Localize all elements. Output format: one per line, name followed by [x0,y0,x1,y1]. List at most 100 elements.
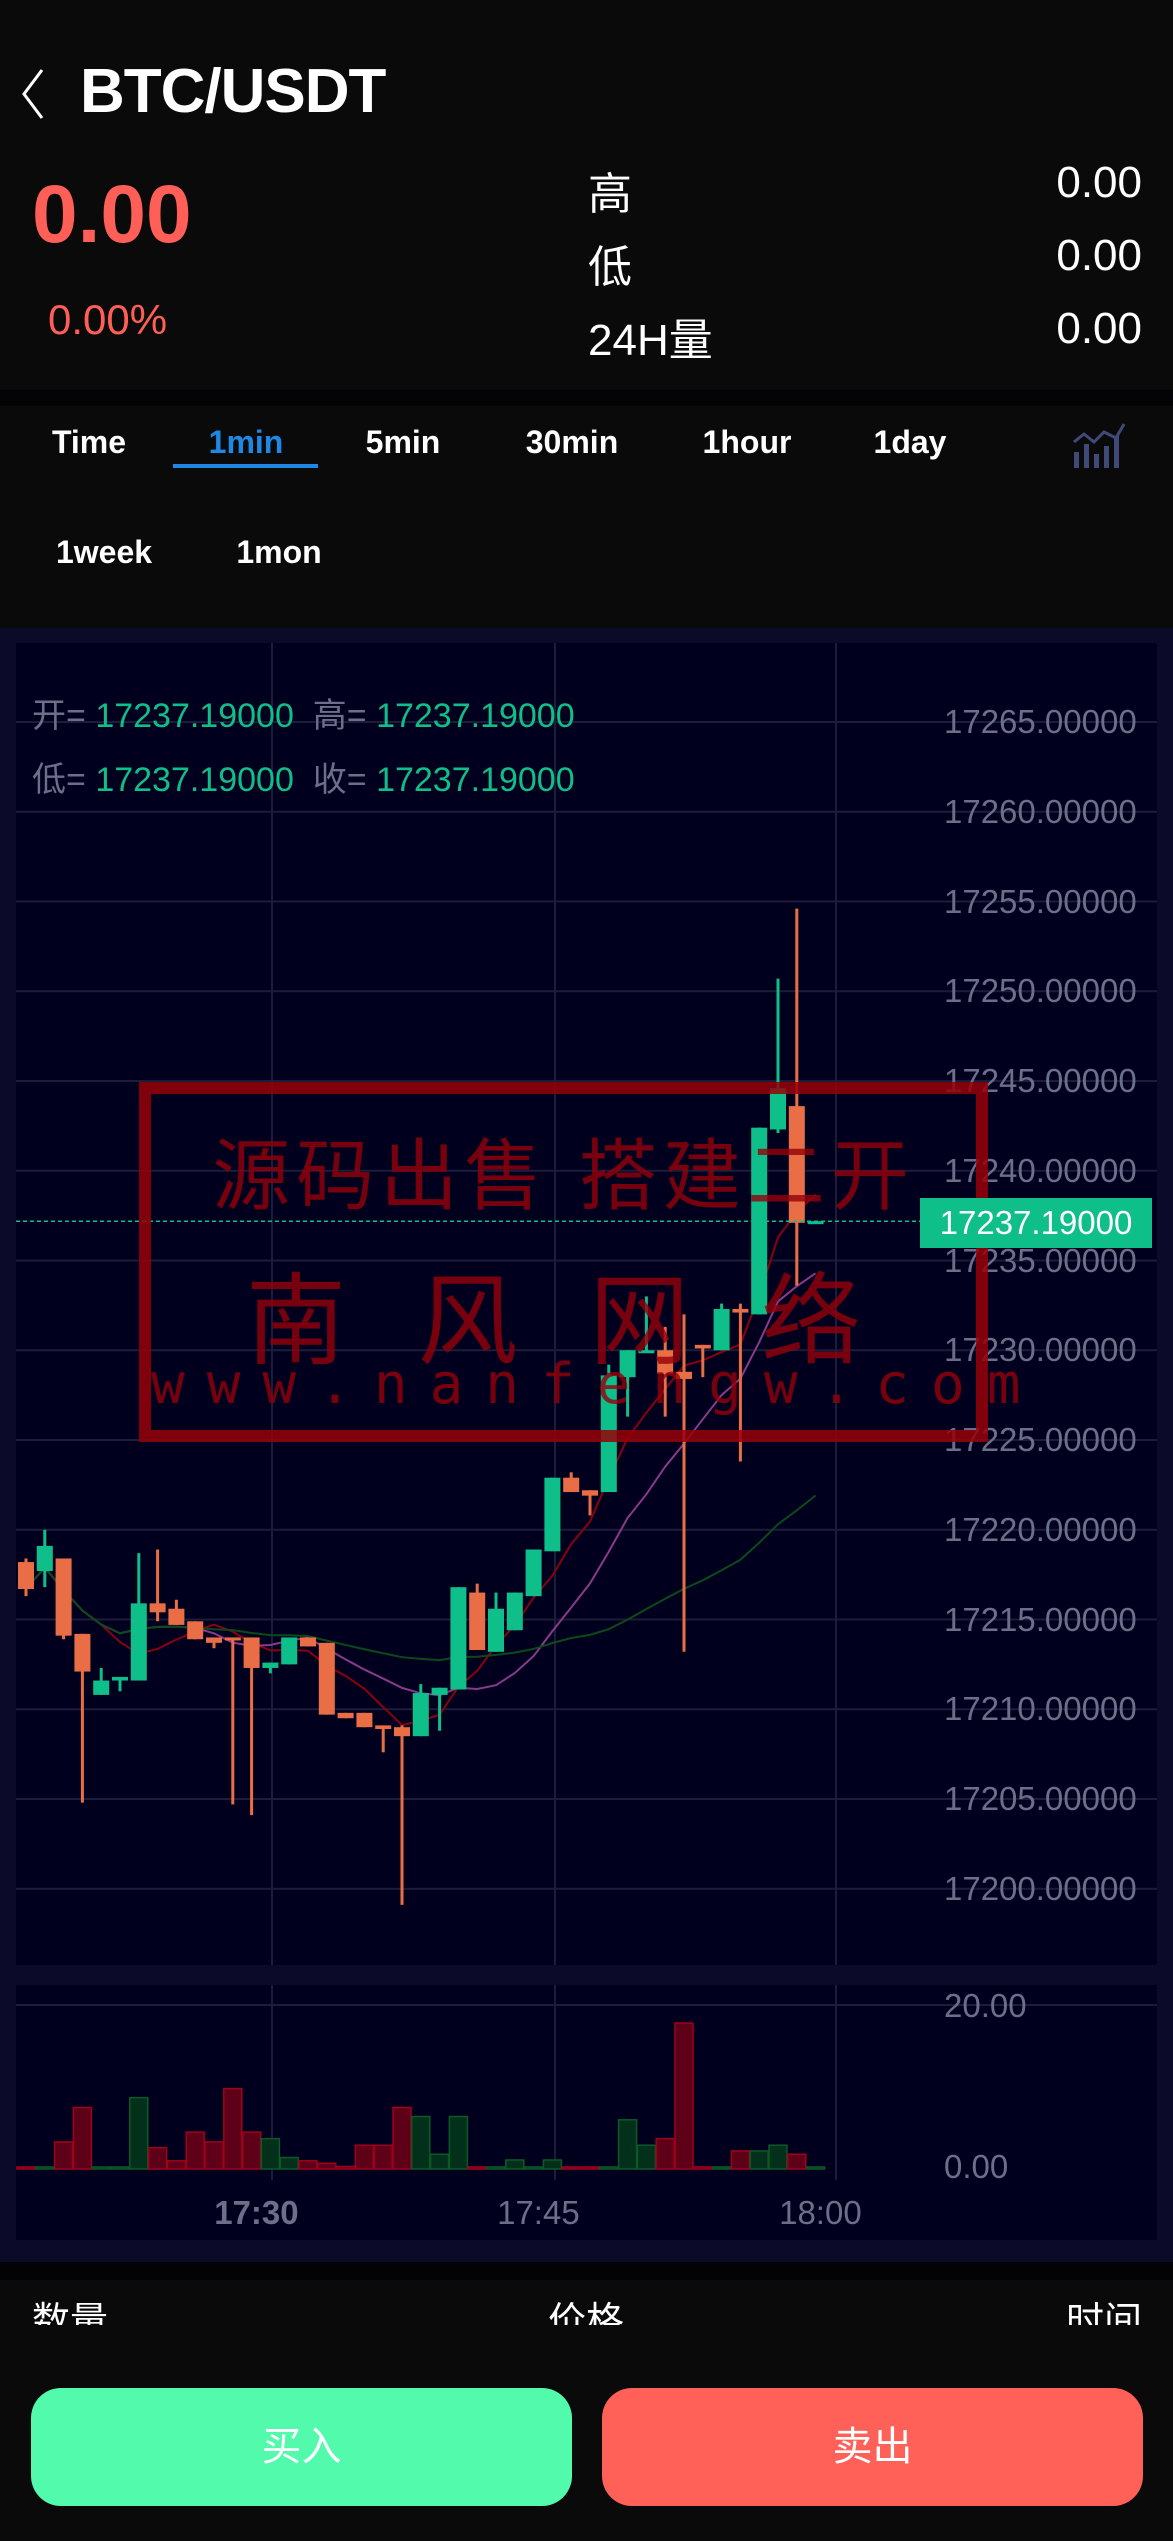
price-axis-label: 17245.00000 [944,1062,1137,1099]
volume-bar [185,2131,205,2170]
candle-body [337,1712,354,1719]
candle-body [600,1375,617,1493]
indicator-button[interactable] [1072,422,1128,473]
candle-body [638,1350,655,1354]
open-value: 17237.19000 [95,697,294,735]
volume-bar [599,2166,619,2170]
candle-body [469,1592,486,1651]
volume-bar [805,2166,826,2170]
chart-indicator-icon [1073,423,1126,468]
candle-body [544,1477,561,1552]
candle-body [694,1344,711,1349]
candle-body [582,1490,598,1496]
interval-tabs [0,406,1173,628]
volume-bar [317,2162,337,2170]
volume-bar [392,2106,412,2170]
candle-body [55,1558,72,1636]
volume-bar [429,2153,450,2170]
high-label: 高 [588,170,632,219]
volume-bar [147,2146,168,2170]
candle-body [506,1592,523,1631]
candle-body [770,1088,786,1130]
close-value: 17237.19000 [376,761,575,799]
candle-body [243,1637,260,1668]
volume-bar [335,2165,356,2170]
tab-1mon[interactable]: 1mon [236,534,322,570]
price-axis-label: 17225.00000 [944,1421,1137,1458]
tab-1week[interactable]: 1week [55,534,153,570]
volume-bar [711,2166,732,2170]
volume-bar [260,2137,281,2170]
volume-bar [693,2166,713,2170]
back-button[interactable] [10,62,60,122]
price-axis-label: 17260.00000 [944,792,1137,830]
candle-body [149,1603,166,1613]
candle-body [74,1633,91,1672]
candle-body [36,1545,53,1572]
candle-body [130,1603,147,1681]
change-percent: 0.00% [48,296,168,343]
candle-body [732,1308,749,1313]
volume-bar [580,2166,600,2170]
tab-1min[interactable]: 1min [208,424,284,460]
low-label: 低 [588,243,632,292]
volume-bar [204,2141,224,2170]
chevron-left-icon [22,69,44,119]
candle-body [300,1637,316,1647]
candle-body [488,1608,504,1652]
tab-1hour[interactable]: 1hour [702,424,792,460]
candle-body [18,1562,34,1589]
volume-bar [279,2156,299,2170]
candle-body [788,1106,805,1223]
volume-bar [787,2153,807,2170]
volume-bar [223,2087,243,2170]
candle-body [281,1637,298,1665]
volume-bar [411,2115,431,2170]
low-value: 0.00 [1056,231,1142,280]
candle-body [676,1371,692,1379]
high-value: 17237.19000 [376,697,575,735]
candle-body [187,1621,204,1640]
volume-bar [35,2166,55,2170]
volume-bar [730,2150,751,2170]
column-quantity: 数量 [32,2301,109,2325]
price-axis-label: 17265.00000 [944,703,1137,740]
candle-body [657,1350,674,1374]
volume-bar [768,2144,788,2170]
high-value: 0.00 [1056,158,1142,207]
price-axis-label: 17230.00000 [944,1331,1137,1369]
candle-body [431,1687,448,1695]
price-axis-label: 17205.00000 [944,1780,1137,1817]
trades-header: 数量 价格 时间 [0,2280,1173,2325]
volume-bar [91,2166,111,2170]
column-time: 时间 [1065,2301,1142,2325]
tab-1day[interactable]: 1day [873,424,947,460]
ticker-header [0,0,1173,390]
time-axis-label: 17:45 [497,2194,580,2231]
sell-button[interactable]: 卖出 [602,2388,1143,2506]
candle-body [356,1712,373,1728]
buy-button[interactable]: 买入 [31,2388,572,2506]
candle-body [450,1587,467,1690]
candle-body [112,1676,128,1681]
current-price-tag: 17237.19000 [920,1198,1152,1248]
volume-bar [16,2166,36,2170]
price-axis-label: 17255.00000 [944,882,1137,920]
price-axis-label: 17250.00000 [944,972,1137,1010]
volume-bar [53,2141,74,2170]
time-axis-label: 18:00 [779,2194,862,2231]
candle-body [713,1308,730,1351]
candle-body [262,1662,279,1668]
price-axis-label: 17240.00000 [944,1151,1137,1189]
high-label: 高= [312,697,367,735]
tab-30min[interactable]: 30min [525,424,619,460]
candle-body [394,1727,410,1737]
tab-time[interactable]: Time [51,424,127,460]
candle-body [318,1642,335,1715]
divider [0,390,1173,406]
time-axis-label: 17:30 [214,2194,299,2231]
volume-bar [542,2159,563,2170]
candle-body [412,1693,429,1737]
tab-5min[interactable]: 5min [365,424,441,460]
volume-24h-value: 0.00 [1056,304,1142,353]
